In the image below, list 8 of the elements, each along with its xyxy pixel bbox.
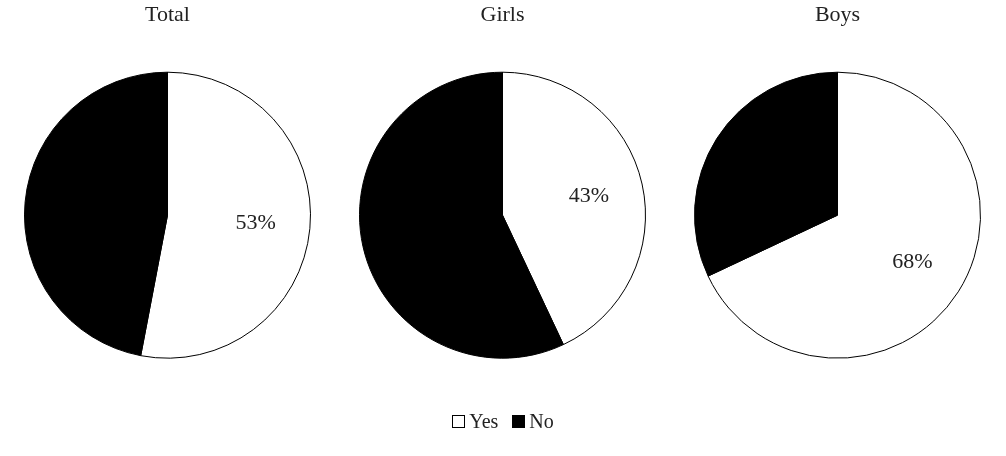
chart-title: Total <box>145 0 190 26</box>
chart-title: Girls <box>480 0 525 26</box>
legend-label: Yes <box>469 410 499 433</box>
legend-label: No <box>529 410 554 433</box>
chart-title: Boys <box>814 0 861 26</box>
data-label: 43% <box>568 181 610 207</box>
data-label: 68% <box>892 248 933 274</box>
data-label: 53% <box>235 209 276 235</box>
